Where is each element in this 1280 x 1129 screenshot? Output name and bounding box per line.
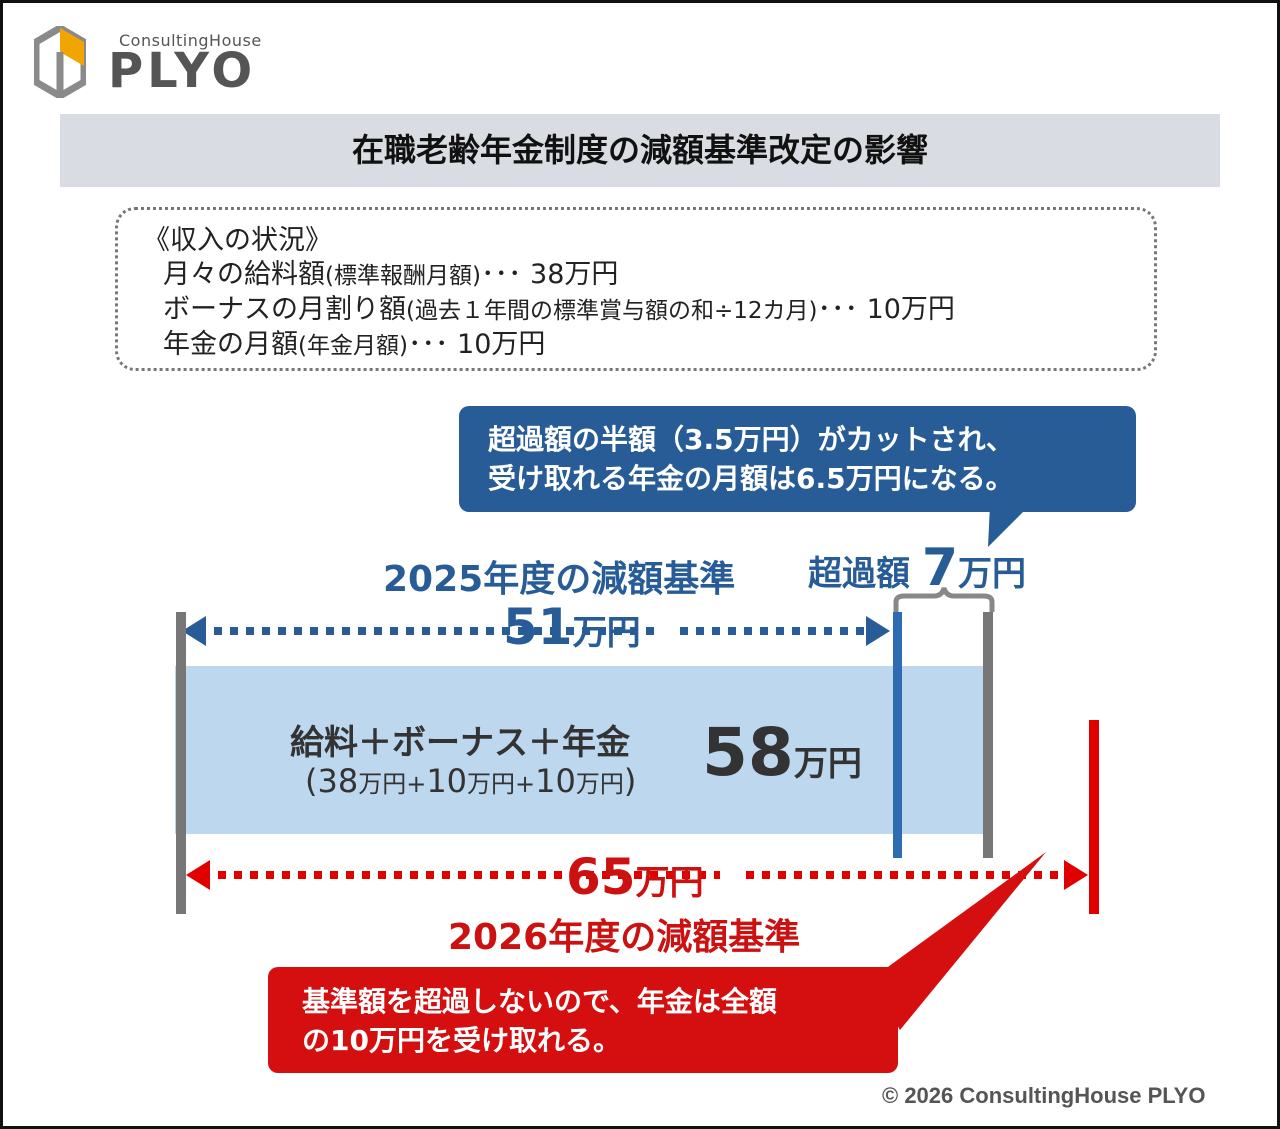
blue-callout-text: 超過額の半額（3.5万円）がカットされ、 受け取れる年金の月額は6.5万円になる… bbox=[488, 420, 1014, 498]
label-2026-threshold: 2026年度の減額基準 bbox=[448, 917, 801, 958]
logo-icon bbox=[34, 26, 86, 98]
excess-brace bbox=[893, 587, 995, 612]
excess-value: 7 bbox=[921, 538, 959, 598]
salary-amount: 38万円 bbox=[530, 259, 619, 290]
bar-breakdown: (38万円+10万円+10万円) bbox=[305, 762, 636, 800]
threshold-2025-number: 51 bbox=[503, 598, 573, 656]
pension-amount: 10万円 bbox=[457, 329, 546, 360]
red-callout-text: 基準額を超過しないので、年金は全額 の10万円を受け取れる。 bbox=[302, 982, 777, 1060]
threshold-2025-value: 51万円 bbox=[503, 598, 641, 656]
blue-callout bbox=[459, 406, 1136, 512]
red-callout-line2: の10万円を受け取れる。 bbox=[302, 1024, 621, 1057]
excess-unit: 万円 bbox=[958, 554, 1027, 594]
income-salary-line: 月々の給料額(標準報酬月額)･･･ 38万円 bbox=[163, 258, 618, 293]
excess-prefix: 超過額 bbox=[808, 554, 910, 594]
bar-total-number: 58 bbox=[702, 714, 794, 791]
bar-paren-close: ) bbox=[623, 762, 637, 800]
salary-dots: ･･･ bbox=[480, 259, 522, 290]
bonus-dots: ･･･ bbox=[817, 294, 858, 325]
title-band bbox=[60, 114, 1220, 187]
arrow-2026 bbox=[186, 860, 1088, 890]
threshold-2025-unit: 万円 bbox=[572, 613, 641, 653]
label-2025-threshold: 2025年度の減額基準 bbox=[383, 559, 736, 600]
left-marker bbox=[176, 612, 186, 914]
blue-callout-pointer bbox=[988, 505, 1030, 547]
bar-v1: 38 bbox=[317, 762, 359, 800]
bonus-label: ボーナスの月割り額 bbox=[163, 294, 406, 325]
bar-total-unit: 万円 bbox=[793, 744, 862, 784]
red-callout bbox=[268, 967, 898, 1073]
bar-v3: 10 bbox=[535, 762, 576, 800]
threshold-2026-number: 65 bbox=[566, 848, 636, 906]
pension-label: 年金の月額 bbox=[163, 329, 298, 360]
blue-callout-line1: 超過額の半額（3.5万円）がカットされ、 bbox=[488, 423, 1014, 456]
threshold-2026-value: 65万円 bbox=[566, 848, 704, 906]
marker-2026 bbox=[1089, 720, 1099, 914]
marker-2025 bbox=[893, 612, 902, 858]
income-total-bar bbox=[175, 666, 987, 834]
bar-plus1: + bbox=[406, 770, 427, 798]
pension-note: (年金月額) bbox=[298, 333, 408, 359]
red-callout-line1: 基準額を超過しないので、年金は全額 bbox=[302, 985, 777, 1018]
bonus-amount: 10万円 bbox=[866, 294, 955, 325]
bar-u2: 万円 bbox=[467, 770, 516, 798]
income-heading: 《収入の状況》 bbox=[143, 225, 332, 256]
salary-label: 月々の給料額 bbox=[163, 259, 325, 290]
bar-paren-open: ( bbox=[305, 762, 318, 800]
copyright: © 2026 ConsultingHouse PLYO bbox=[882, 1083, 1206, 1108]
pension-dots: ･･･ bbox=[407, 329, 449, 360]
logo-wordmark: PLYO bbox=[108, 43, 257, 99]
income-bonus-line: ボーナスの月割り額(過去１年間の標準賞与額の和÷12カ月)･･･ 10万円 bbox=[163, 293, 955, 328]
marker-total bbox=[983, 612, 993, 858]
threshold-2026-unit: 万円 bbox=[635, 863, 704, 903]
income-pension-line: 年金の月額(年金月額)･･･ 10万円 bbox=[163, 328, 545, 363]
bar-u1: 万円 bbox=[358, 770, 407, 798]
arrow-2025 bbox=[182, 616, 890, 646]
salary-note: (標準報酬月額) bbox=[325, 263, 481, 289]
bar-title: 給料＋ボーナス＋年金 bbox=[290, 723, 630, 763]
income-info-box bbox=[115, 207, 1157, 371]
bar-plus2: + bbox=[515, 770, 536, 798]
page-title: 在職老齢年金制度の減額基準改定の影響 bbox=[351, 131, 928, 169]
red-callout-pointer bbox=[870, 852, 1046, 1030]
blue-callout-line2: 受け取れる年金の月額は6.5万円になる。 bbox=[488, 462, 1014, 495]
bar-v2: 10 bbox=[426, 762, 468, 800]
logo-subtitle: ConsultingHouse bbox=[119, 31, 262, 50]
bonus-note: (過去１年間の標準賞与額の和÷12カ月) bbox=[406, 298, 818, 324]
bar-u3: 万円 bbox=[575, 770, 624, 798]
excess-label: 超過額 7万円 bbox=[808, 538, 1026, 598]
bar-total: 58万円 bbox=[702, 714, 862, 791]
